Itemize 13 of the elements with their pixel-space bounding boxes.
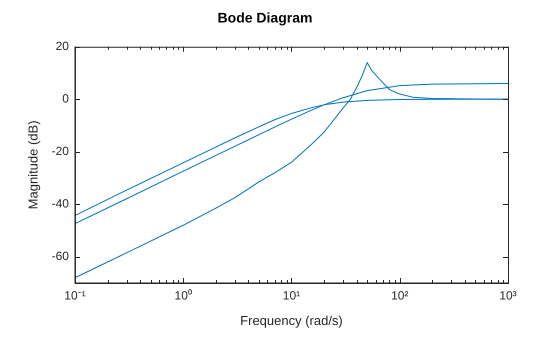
y-tick-label: -40 <box>52 196 70 211</box>
y-tick-label: -60 <box>52 249 70 264</box>
x-tick-label: 10¹ <box>282 288 300 303</box>
x-axis-title: Frequency (rad/s) <box>240 312 343 328</box>
y-tick-label: 0 <box>62 92 70 106</box>
x-tick-label: 10² <box>391 288 408 303</box>
x-tick-label: 10⁻¹ <box>64 288 86 303</box>
y-tick-label: 20 <box>56 39 70 54</box>
x-tick-label: 10⁰ <box>174 288 192 303</box>
y-tick-label: -20 <box>52 144 70 158</box>
y-axis-title: Magnitude (dB) <box>25 120 40 210</box>
x-tick-label: 10³ <box>499 288 517 303</box>
chart-title: Bode Diagram <box>218 9 312 26</box>
